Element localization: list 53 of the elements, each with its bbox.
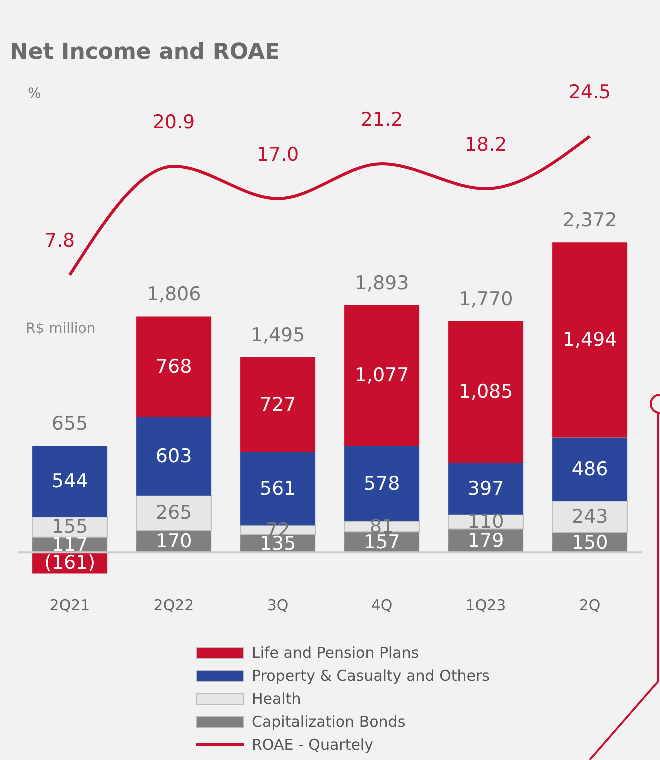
data-label: 1,494 — [562, 329, 618, 352]
data-label: 1,077 — [354, 364, 410, 387]
x-tick-label: 2Q22 — [154, 596, 194, 615]
legend-label: Life and Pension Plans — [252, 644, 420, 662]
data-label: 170 — [156, 530, 192, 553]
data-label: 603 — [156, 445, 192, 468]
text: % — [28, 86, 42, 102]
total-label: 1,770 — [458, 288, 514, 310]
data-label: 21.2 — [360, 109, 404, 132]
bar — [552, 242, 628, 438]
legend-label: Health — [252, 690, 302, 708]
x-tick-label: 4Q — [371, 596, 393, 615]
x-tick-label: 1Q23 — [466, 596, 506, 615]
total-label: 1,806 — [146, 284, 202, 306]
total-label: 655 — [52, 413, 88, 436]
data-label: 18.2 — [464, 134, 508, 156]
bar — [32, 446, 108, 518]
total-label: 1,893 — [354, 272, 410, 294]
bar — [136, 495, 212, 531]
x-tick-label: 3Q — [267, 596, 289, 615]
legend-label: Capitalization Bonds — [252, 712, 406, 730]
bar — [552, 438, 628, 502]
bar — [240, 357, 316, 452]
data-label: 727 — [260, 394, 296, 416]
legend-label: Property & Casualty and Others — [252, 666, 490, 684]
bar — [136, 417, 212, 496]
total-label: 2,372 — [562, 210, 618, 232]
y-axis-title: R$ million — [26, 321, 96, 337]
data-label: 265 — [156, 502, 192, 524]
data-label: 397 — [468, 478, 504, 500]
data-label: 768 — [156, 356, 192, 378]
data-label: 578 — [364, 472, 400, 495]
data-label: 24.5 — [568, 82, 612, 104]
bar — [448, 321, 524, 464]
data-label: 7.8 — [44, 230, 76, 252]
data-label: 17.0 — [256, 144, 300, 166]
data-label: 1,085 — [458, 381, 514, 404]
bar — [448, 463, 524, 515]
data-label: 544 — [52, 470, 88, 493]
x-tick-label: 2Q — [579, 596, 601, 615]
total-label: 1,495 — [250, 324, 306, 346]
data-label: 20.9 — [152, 111, 196, 134]
data-label: 243 — [572, 506, 608, 528]
bar — [344, 305, 420, 446]
x-tick-label: 2Q21 — [50, 596, 90, 615]
chart-title: Net Income and ROAE — [10, 40, 280, 65]
data-label: 155 — [52, 516, 88, 538]
data-label: 150 — [572, 532, 608, 554]
data-label: 561 — [260, 478, 296, 500]
bar — [136, 316, 212, 418]
data-label: (161) — [44, 552, 96, 574]
legend-label: ROAE - Quartely — [252, 736, 374, 754]
data-label: 486 — [572, 458, 608, 481]
